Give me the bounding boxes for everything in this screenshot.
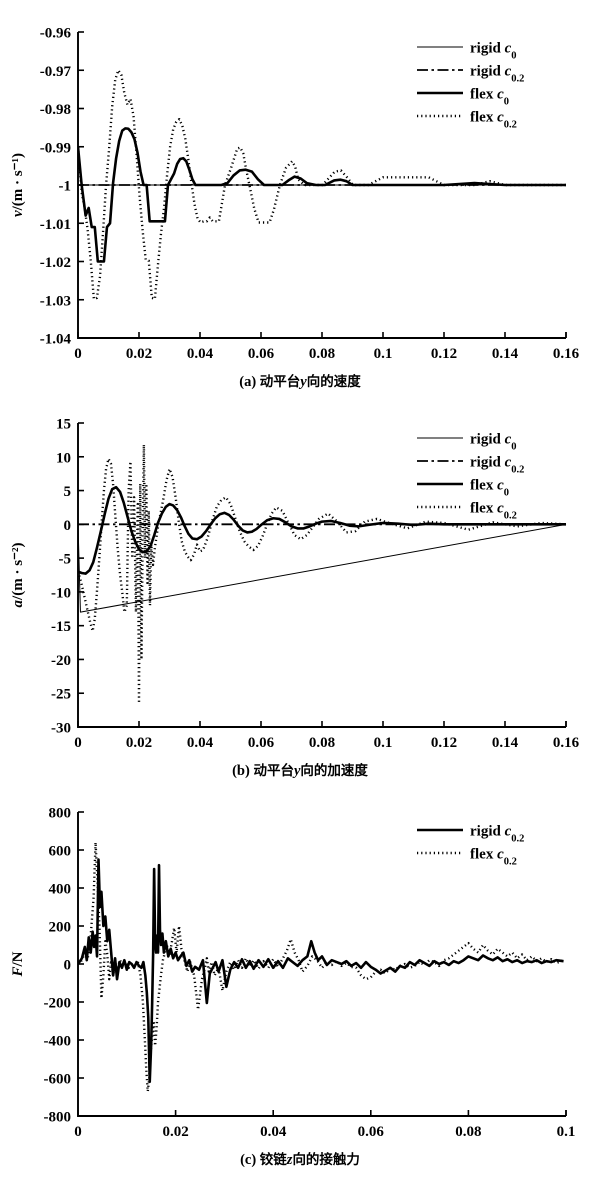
x-tick-label: 0.02	[126, 735, 152, 751]
y-tick-label: -0.99	[40, 140, 71, 156]
y-tick-label: -1.03	[40, 293, 71, 309]
x-tick-label: 0.16	[553, 346, 580, 362]
y-tick-label: -0.98	[40, 102, 71, 118]
y-tick-label: -5	[59, 552, 72, 568]
x-tick-label: 0.16	[553, 735, 580, 751]
chart-a-svg: 0 0.02 0.04 0.06 0.08 0.1 0.12 0.14 0.16 -0.96 -0.…	[10, 26, 580, 363]
x-tick-label: 0.06	[248, 735, 275, 751]
caption-b-var: y	[293, 763, 301, 779]
y-axis-label: v/(m · s⁻¹)	[10, 153, 26, 217]
legend-label: flex c0.2	[470, 847, 517, 868]
x-tick-label: 0.1	[374, 735, 393, 751]
series-line	[78, 443, 567, 705]
x-tick-label: 0.06	[248, 346, 275, 362]
x-tick-label: 0.1	[557, 1124, 576, 1140]
y-tick-label: -800	[44, 1110, 72, 1126]
chart-c-svg: 0 0.02 0.04 0.06 0.08 0.1 800 600 400 200 0 -200 -40…	[10, 806, 576, 1141]
svg-text:a/(m · s⁻²): a/(m · s⁻²)	[10, 543, 26, 608]
y-tick-label: 800	[49, 806, 72, 822]
x-tick-label: 0.12	[431, 735, 457, 751]
y-tick-label: 0	[64, 958, 72, 974]
legend-label: flex c0.2	[470, 501, 517, 522]
y-tick-label: -0.96	[40, 26, 72, 42]
series-group	[78, 841, 564, 1093]
legend-label: flex c0	[470, 87, 509, 108]
y-tick-label: -1	[59, 179, 72, 195]
y-tick-label: -25	[51, 687, 71, 703]
caption-b-prefix: (b)	[232, 763, 250, 779]
series-line	[78, 841, 564, 1093]
caption-c: (c) 铰链z向的接触力	[0, 1148, 600, 1169]
y-axis-label: F/N	[10, 951, 26, 977]
y-tick-label: -200	[44, 996, 72, 1012]
caption-a-text1: 动平台	[259, 374, 301, 390]
caption-a-text2: 向的速度	[306, 374, 361, 390]
legend-label: flex c0	[470, 478, 509, 499]
caption-a-var: y	[300, 374, 307, 390]
y-tick-label: 0	[64, 518, 72, 534]
x-tick-label: 0.02	[162, 1124, 188, 1140]
x-tick-label: 0.08	[309, 346, 335, 362]
svg-text:F/N: F/N	[10, 951, 26, 977]
caption-c-var: z	[286, 1152, 293, 1168]
y-tick-label: -600	[44, 1072, 72, 1088]
y-tick-label: -1.02	[40, 255, 71, 271]
x-tick-label: 0	[74, 346, 82, 362]
caption-a-prefix: (a)	[239, 374, 257, 390]
legend-label: rigid c0	[470, 41, 517, 62]
y-tick-label: -1.01	[40, 217, 71, 233]
y-tick-label: -1.04	[40, 332, 72, 348]
x-tick-label: 0.1	[374, 346, 393, 362]
series-line	[78, 127, 566, 263]
x-tick-label: 0.06	[358, 1124, 385, 1140]
caption-b-text2: 向的加速度	[300, 763, 368, 779]
x-tick-label: 0.12	[431, 346, 457, 362]
panel-a: 0 0.02 0.04 0.06 0.08 0.1 0.12 0.14 0.16 -0.96 -0.…	[0, 0, 600, 391]
y-axis-label: a/(m · s⁻²)	[10, 543, 26, 608]
series-line	[78, 485, 566, 575]
series-line	[78, 523, 567, 613]
caption-c-text1: 铰链	[259, 1152, 287, 1168]
y-tick-label: -10	[51, 585, 71, 601]
y-tick-label: -0.97	[40, 64, 72, 80]
x-tick-label: 0.08	[455, 1124, 481, 1140]
caption-b-text1: 动平台	[253, 763, 294, 779]
x-tick-label: 0.14	[492, 346, 519, 362]
y-tick-label: -20	[51, 653, 71, 669]
y-tick-label: -400	[44, 1034, 72, 1050]
y-tick-label: 200	[49, 920, 72, 936]
series-group	[78, 69, 566, 301]
y-tick-label: 10	[56, 450, 71, 466]
svg-text:v/(m · s⁻¹): v/(m · s⁻¹)	[10, 153, 26, 217]
legend-label: rigid c0.2	[470, 64, 524, 85]
x-tick-label: 0.04	[260, 1124, 287, 1140]
caption-c-text2: 向的接触力	[292, 1152, 360, 1168]
series-group	[78, 443, 567, 705]
caption-c-prefix: (c)	[240, 1152, 257, 1168]
x-tick-label: 0.04	[187, 735, 214, 751]
chart-b-svg: 0 0.02 0.04 0.06 0.08 0.1 0.12 0.14 0.16 15 10 5 0 -5…	[10, 417, 580, 752]
caption-a: (a) 动平台y向的速度	[0, 370, 600, 391]
y-tick-label: 5	[64, 484, 72, 500]
legend-label: flex c0.2	[470, 110, 517, 131]
y-tick-label: 15	[56, 417, 71, 433]
caption-b: (b) 动平台y向的加速度	[0, 759, 600, 780]
x-tick-label: 0	[74, 735, 82, 751]
x-tick-label: 0	[74, 1124, 82, 1140]
y-tick-label: 600	[49, 844, 72, 860]
panel-b: 0 0.02 0.04 0.06 0.08 0.1 0.12 0.14 0.16 15 10 5 0 -5…	[0, 391, 600, 780]
y-tick-label: -30	[51, 721, 71, 737]
x-tick-label: 0.14	[492, 735, 519, 751]
legend-label: rigid c0.2	[470, 455, 524, 476]
x-tick-label: 0.04	[187, 346, 214, 362]
panel-c: 0 0.02 0.04 0.06 0.08 0.1 800 600 400 200 0 -200 -40…	[0, 780, 600, 1169]
legend-label: rigid c0	[470, 432, 517, 453]
x-tick-label: 0.08	[309, 735, 335, 751]
y-tick-label: 400	[49, 882, 72, 898]
y-tick-label: -15	[51, 619, 71, 635]
x-tick-label: 0.02	[126, 346, 152, 362]
legend-label: rigid c0.2	[470, 824, 524, 845]
